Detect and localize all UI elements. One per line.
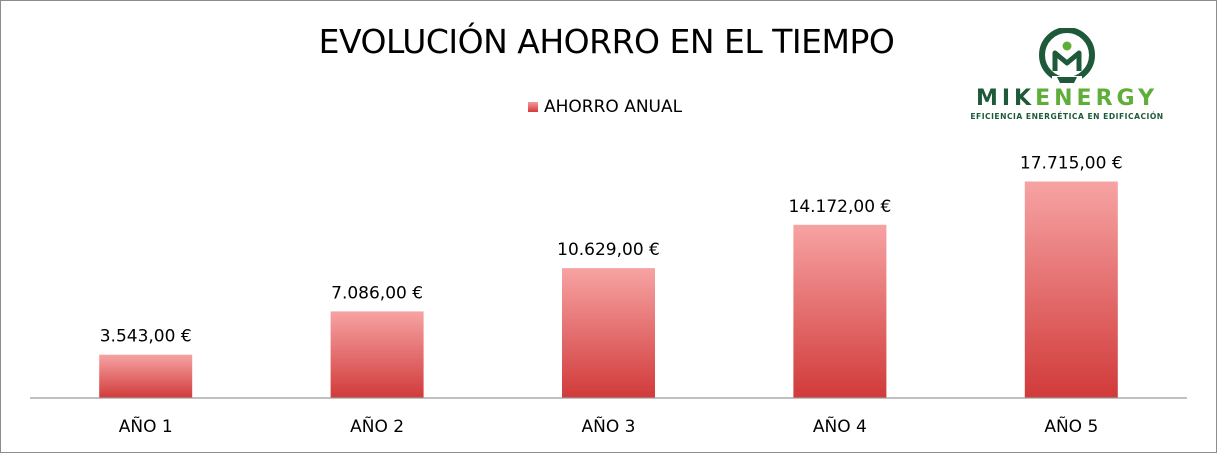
x-tick-label-5: AÑO 5 [1044, 415, 1098, 437]
plot-area: 3.543,00 € AÑO 1 7.086,00 € AÑO 2 10.629,00 … [30, 154, 1187, 437]
mikenergy-logo: MIKENERGY EFICIENCIA ENERGÉTICA EN EDIFI… [956, 27, 1178, 123]
data-label-5: 17.715,00 € [1020, 154, 1123, 174]
bar-5 [1024, 181, 1118, 398]
chart-legend: AHORRO ANUAL [528, 97, 682, 117]
bar-4 [793, 224, 887, 398]
logo-wordmark: MIKENERGY [975, 86, 1159, 111]
data-label-2: 7.086,00 € [331, 283, 423, 303]
x-tick-label-2: AÑO 2 [350, 415, 404, 437]
x-tick-label-3: AÑO 3 [582, 415, 636, 437]
x-tick-label-1: AÑO 1 [119, 415, 173, 437]
logo-tagline: EFICIENCIA ENERGÉTICA EN EDIFICACIÓN [970, 112, 1164, 121]
chart-title: EVOLUCIÓN AHORRO EN EL TIEMPO [318, 22, 895, 61]
bar-2 [330, 311, 424, 398]
data-label-1: 3.543,00 € [100, 327, 192, 347]
x-tick-label-4: AÑO 4 [813, 415, 867, 437]
data-label-4: 14.172,00 € [789, 197, 892, 217]
data-label-3: 10.629,00 € [557, 240, 660, 260]
bar-3 [562, 268, 655, 398]
legend-label: AHORRO ANUAL [544, 97, 683, 117]
lightbulb-logo-icon [1039, 27, 1095, 86]
bar-1 [99, 354, 193, 398]
legend-swatch [528, 102, 538, 112]
